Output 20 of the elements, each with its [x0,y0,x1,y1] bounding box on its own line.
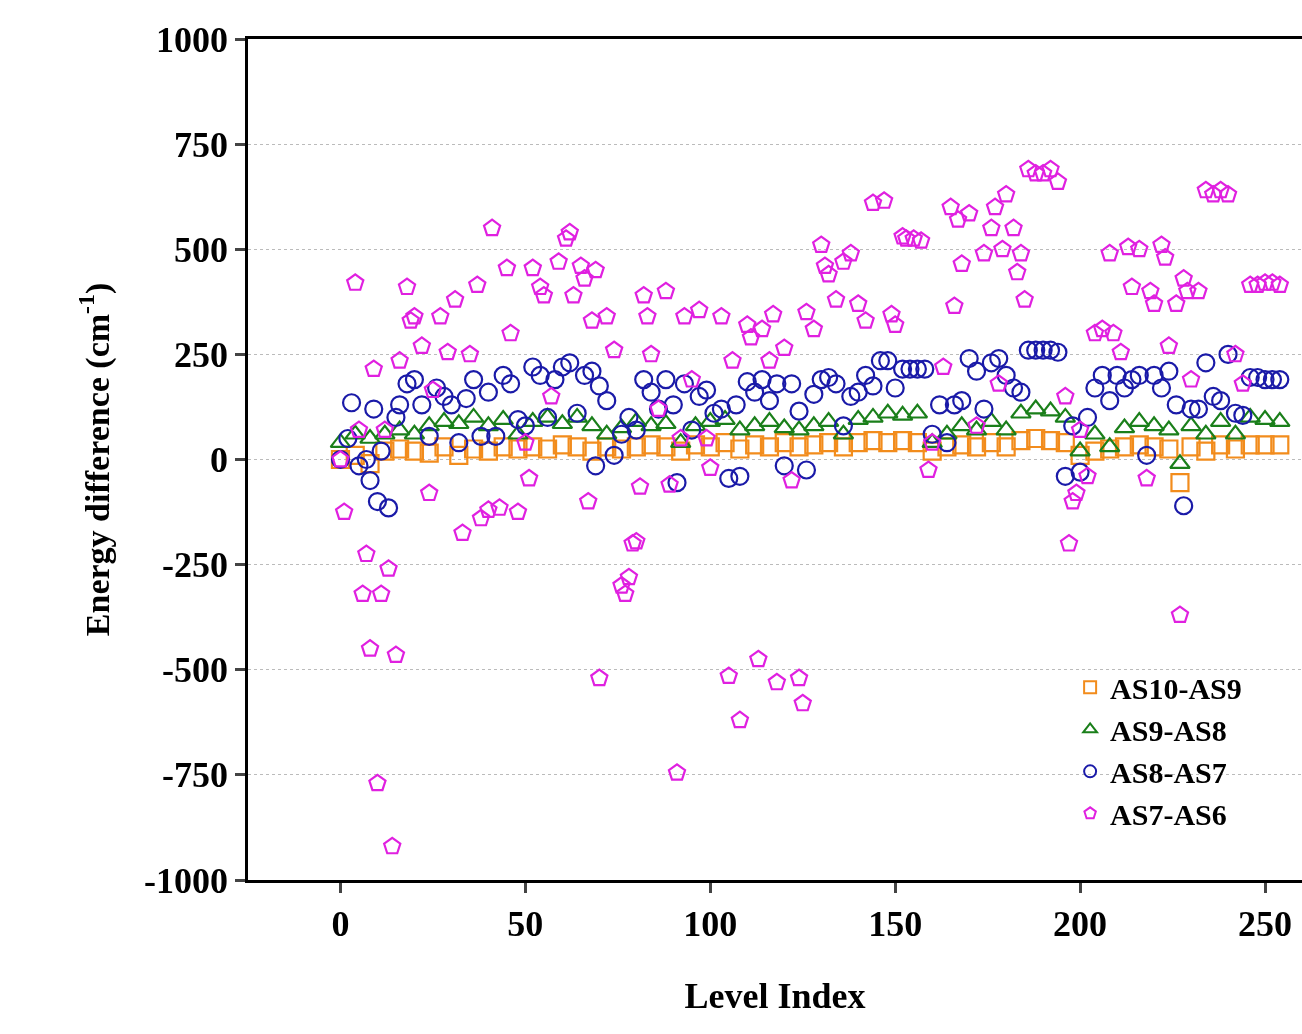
y-tick-label: -1000 [144,860,229,901]
legend-label: AS9-AS8 [1110,714,1227,748]
x-tick-label: 200 [1053,903,1108,944]
x-axis-title: Level Index [684,975,866,1016]
x-tick-label: 150 [868,903,923,944]
x-tick-label: 0 [331,903,350,944]
x-tick-label: 100 [683,903,738,944]
y-tick-label: -500 [162,650,229,691]
x-tick-label: 250 [1238,903,1293,944]
y-tick-label: 750 [174,124,229,165]
y-tick-label: -750 [162,755,229,796]
legend-label: AS8-AS7 [1110,756,1227,790]
y-tick-label: 250 [174,334,229,375]
legend-label: AS7-AS6 [1110,798,1227,832]
y-tick-label: -250 [162,545,229,586]
x-tick-label: 50 [507,903,544,944]
y-tick-label: 0 [210,440,229,481]
y-tick-label: 500 [174,229,229,270]
legend-label: AS10-AS9 [1110,672,1242,706]
y-tick-label: 1000 [156,19,229,60]
